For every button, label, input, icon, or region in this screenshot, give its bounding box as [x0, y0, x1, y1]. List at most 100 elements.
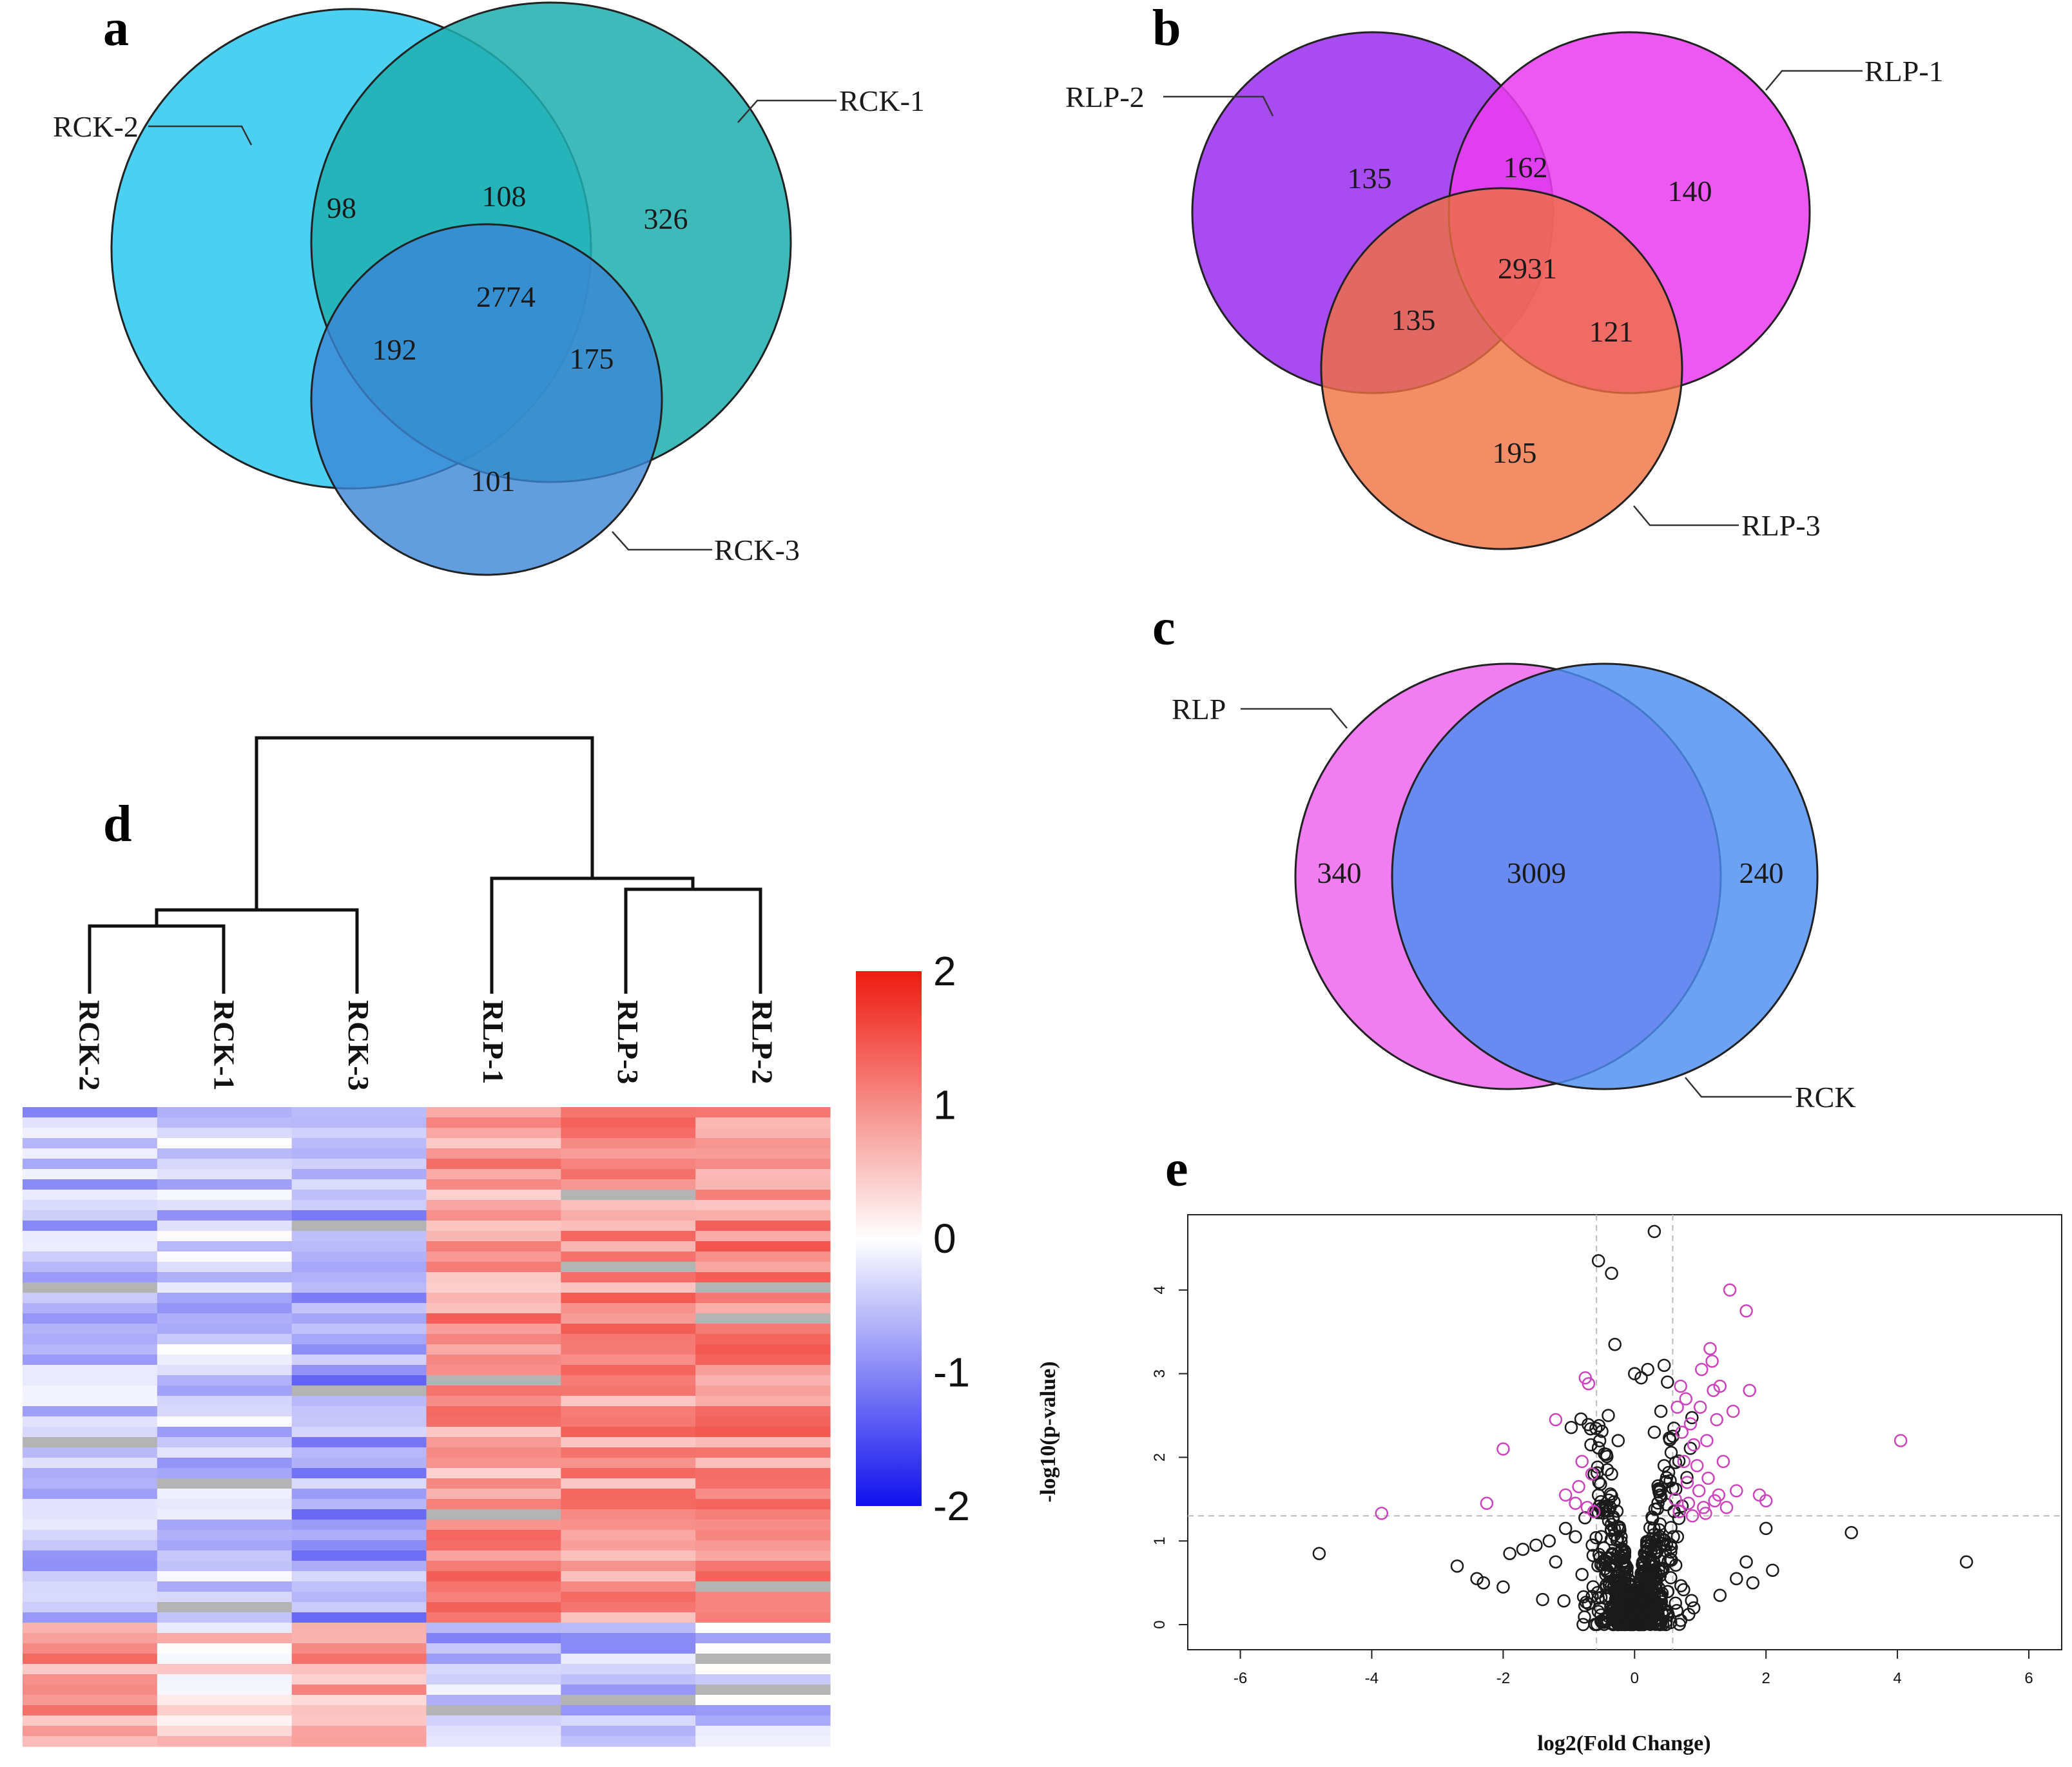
heatmap-cell	[695, 1138, 831, 1149]
volcano-point-background	[1600, 1581, 1613, 1594]
heatmap-cell	[23, 1468, 158, 1479]
heatmap-cell	[561, 1715, 696, 1726]
volcano-point-significant	[1739, 1304, 1753, 1318]
volcano-point-background	[1674, 1614, 1688, 1627]
volcano-point-not-significant	[1477, 1576, 1491, 1590]
volcano-point-background	[1610, 1605, 1623, 1619]
volcano-point-background	[1578, 1610, 1591, 1624]
heatmap-cell	[157, 1499, 293, 1510]
heatmap-cell	[291, 1499, 427, 1510]
volcano-point-significant	[1730, 1484, 1743, 1498]
heatmap-cell	[426, 1221, 561, 1231]
colorbar	[856, 971, 922, 1506]
heatmap-cell	[157, 1437, 293, 1448]
heatmap-cell	[426, 1489, 561, 1500]
volcano-point-significant	[1700, 1434, 1714, 1447]
heatmap-cell	[426, 1324, 561, 1335]
venn-b-only-rlp2: 135	[1348, 162, 1392, 195]
heatmap-cell	[426, 1654, 561, 1665]
volcano-point-background	[1629, 1599, 1643, 1612]
dendrogram-branch-rck	[155, 908, 359, 994]
y-tick-label: 1	[1151, 1537, 1168, 1545]
venn-b-all-three: 2931	[1498, 252, 1557, 285]
volcano-point-significant	[1558, 1488, 1573, 1502]
heatmap-cell	[426, 1334, 561, 1345]
heatmap-cell	[291, 1437, 427, 1448]
heatmap-cell	[291, 1530, 427, 1541]
volcano-point-background	[1677, 1583, 1690, 1597]
volcano-point-background	[1659, 1474, 1672, 1489]
volcano-point-background	[1669, 1596, 1683, 1610]
volcano-point-significant	[1695, 1362, 1709, 1376]
heatmap-cell	[291, 1159, 427, 1170]
heatmap-cell	[561, 1324, 696, 1335]
heatmap-cell	[157, 1117, 293, 1128]
heatmap-cell	[695, 1169, 831, 1180]
heatmap-cell	[23, 1571, 158, 1582]
heatmap-cell	[157, 1128, 293, 1139]
volcano-point-not-significant	[1611, 1434, 1625, 1447]
heatmap-cell	[291, 1375, 427, 1386]
volcano-point-background	[1658, 1533, 1672, 1547]
volcano-point-significant	[1480, 1496, 1494, 1511]
heatmap-cell	[426, 1375, 561, 1386]
heatmap-cell	[695, 1571, 831, 1582]
heatmap-cell	[157, 1571, 293, 1582]
volcano-point-significant	[1375, 1507, 1389, 1520]
heatmap-cell	[561, 1592, 696, 1603]
volcano-point-background	[1595, 1501, 1609, 1514]
heatmap-cell	[23, 1272, 158, 1283]
venn-b-circle-rlp3	[1320, 187, 1683, 550]
heatmap-cell	[23, 1386, 158, 1396]
volcano-point-not-significant	[1450, 1559, 1464, 1573]
volcano-point-significant	[1690, 1459, 1704, 1472]
heatmap-cell	[157, 1509, 293, 1520]
heatmap-cell	[157, 1344, 293, 1355]
heatmap-cell	[695, 1561, 831, 1572]
heatmap-cell	[561, 1334, 696, 1345]
heatmap-cell	[23, 1623, 158, 1634]
heatmap-cell	[23, 1221, 158, 1231]
heatmap-cell	[157, 1200, 293, 1211]
heatmap-cell	[561, 1685, 696, 1695]
heatmap-cell	[23, 1128, 158, 1139]
heatmap-cell	[291, 1612, 427, 1623]
venn-a-label-rck1: RCK-1	[839, 84, 925, 117]
volcano-point-not-significant	[1591, 1254, 1605, 1268]
heatmap-cell	[426, 1540, 561, 1551]
heatmap-cell	[157, 1685, 293, 1695]
volcano-point-not-significant	[1549, 1555, 1563, 1569]
heatmap-cell	[291, 1221, 427, 1231]
heatmap-cell	[23, 1602, 158, 1613]
volcano-point-background	[1623, 1617, 1638, 1631]
volcano-point-significant	[1707, 1384, 1720, 1397]
volcano-point-background	[1594, 1608, 1608, 1622]
volcano-point-significant	[1585, 1467, 1599, 1481]
heatmap-cell	[157, 1623, 293, 1634]
volcano-point-background	[1617, 1570, 1631, 1583]
heatmap-cell	[291, 1550, 427, 1561]
heatmap-cell	[561, 1623, 696, 1634]
volcano-point-not-significant	[1759, 1521, 1773, 1536]
heatmap-cell	[291, 1695, 427, 1706]
heatmap-cell	[291, 1458, 427, 1469]
heatmap-cell	[426, 1726, 561, 1737]
heatmap-cell	[426, 1231, 561, 1242]
volcano-point-not-significant	[1959, 1555, 1973, 1569]
heatmap-cell	[695, 1221, 831, 1231]
volcano-point-not-significant	[1582, 1597, 1596, 1610]
heatmap-cell	[157, 1169, 293, 1180]
heatmap-cell	[695, 1612, 831, 1623]
volcano-point-not-significant	[1657, 1459, 1671, 1472]
venn-b-only-rlp3: 195	[1493, 436, 1537, 469]
heatmap-cell	[23, 1313, 158, 1324]
volcano-point-not-significant	[1766, 1563, 1779, 1577]
heatmap-cell	[561, 1179, 696, 1190]
volcano-point-significant	[1675, 1425, 1689, 1439]
volcano-point-not-significant	[1713, 1588, 1727, 1602]
heatmap-cell	[561, 1736, 696, 1747]
heatmap-cell	[157, 1386, 293, 1396]
heatmap-cell	[157, 1241, 293, 1252]
volcano-point-background	[1585, 1538, 1599, 1552]
venn-c-only-rck: 240	[1739, 856, 1784, 889]
